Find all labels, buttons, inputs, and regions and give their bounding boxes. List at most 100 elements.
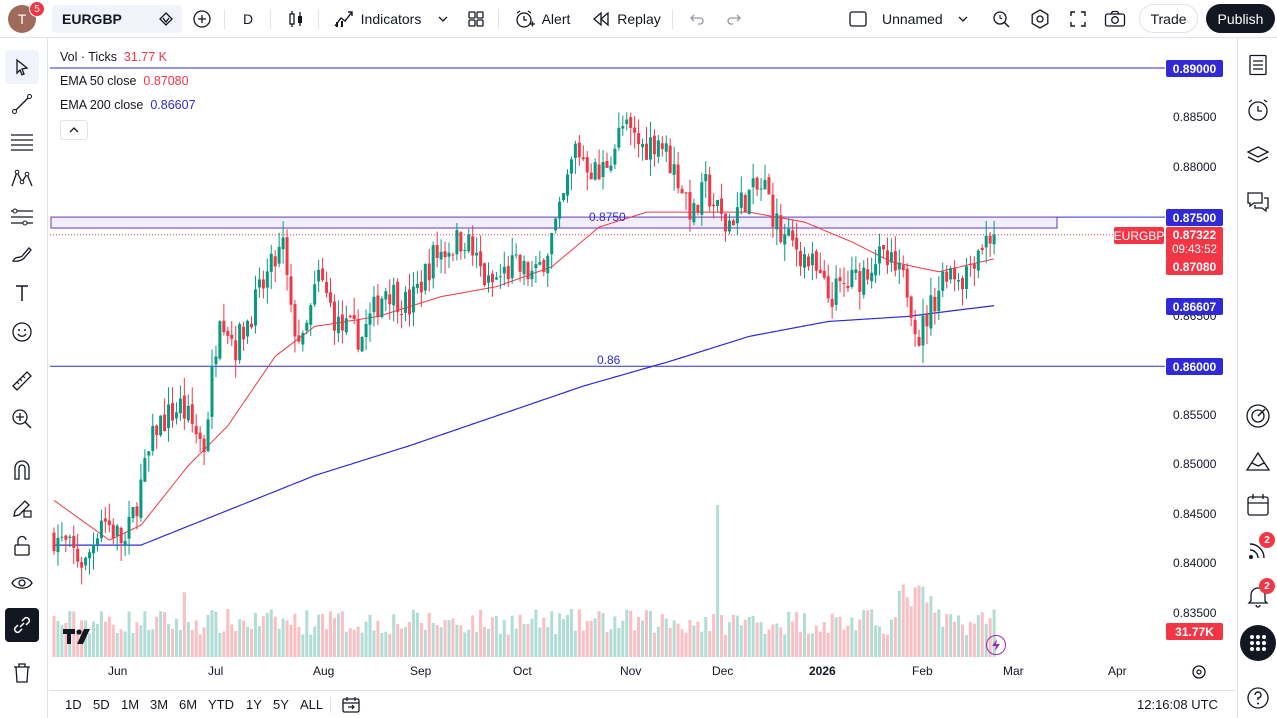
sync-drawings-tool[interactable] (5, 608, 39, 642)
volume-bar (937, 609, 941, 657)
volume-bar (724, 634, 727, 657)
technicals-button[interactable] (1241, 399, 1275, 433)
layout-button[interactable]: Unnamed (848, 5, 976, 33)
volume-legend[interactable]: Vol · Ticks 31.77 K (60, 50, 167, 64)
watchlist-button[interactable] (1241, 48, 1275, 82)
indicators-button[interactable]: Indicators (330, 5, 424, 33)
candle-body (688, 191, 692, 220)
chats-button[interactable] (1241, 185, 1275, 219)
candle-body (755, 177, 759, 190)
volume-bar (230, 624, 234, 657)
brush-tool[interactable] (5, 238, 39, 272)
volume-bar (866, 610, 870, 657)
candle-body (664, 143, 668, 152)
indicators-dropdown[interactable] (432, 5, 454, 33)
stay-drawing-tool[interactable] (5, 491, 39, 525)
lock-drawings-tool[interactable] (5, 529, 39, 563)
publish-label: Publish (1217, 10, 1264, 27)
range-5d[interactable]: 5D (93, 697, 110, 712)
candle-body (171, 403, 174, 421)
notifications-button[interactable]: 2 (1241, 578, 1275, 613)
volume-bar (459, 625, 463, 657)
ema50-legend[interactable]: EMA 50 close 0.87080 (60, 74, 189, 88)
candle-body (799, 250, 803, 267)
volume-bar (119, 629, 123, 657)
interval-button[interactable]: D (234, 5, 262, 33)
candle-body (526, 262, 530, 280)
volume-bar (534, 609, 538, 657)
ema200-legend[interactable]: EMA 200 close 0.86607 (60, 98, 196, 112)
text-tool[interactable] (5, 276, 39, 310)
products-button[interactable] (1240, 625, 1276, 661)
volume-bar (384, 631, 388, 657)
collapse-legend-button[interactable] (60, 120, 88, 140)
compare-button[interactable] (188, 5, 216, 33)
ideas-button[interactable] (1241, 444, 1275, 478)
candle-body (139, 479, 143, 518)
volume-bar (704, 617, 708, 657)
price-chart[interactable] (0, 0, 1277, 690)
redo-icon (725, 10, 743, 28)
volume-bar (447, 620, 451, 657)
alerts-panel-button[interactable] (1241, 93, 1275, 127)
ema200-legend-label: EMA 200 close (60, 98, 144, 112)
volume-bar (957, 615, 961, 657)
alert-button[interactable]: Alert (508, 5, 576, 33)
trade-button[interactable]: Trade (1139, 4, 1198, 33)
symbol-search[interactable]: EURGBP (52, 5, 182, 33)
candle-body (238, 324, 242, 361)
candle-body (218, 321, 222, 359)
notifications-badge: 2 (1259, 578, 1275, 594)
trend-line-tool[interactable] (5, 87, 39, 121)
range-all[interactable]: ALL (300, 697, 324, 712)
redo-button[interactable] (720, 5, 748, 33)
price-label-support-text: 0.86000 (1172, 359, 1217, 374)
quick-search-button[interactable] (987, 5, 1015, 33)
object-tree-button[interactable] (1241, 139, 1275, 173)
hide-drawings-tool[interactable] (5, 566, 39, 600)
templates-button[interactable] (462, 5, 490, 33)
range-1m[interactable]: 1M (121, 697, 140, 712)
fullscreen-button[interactable] (1064, 5, 1092, 33)
volume-bar (775, 623, 779, 657)
candle-body (305, 322, 309, 331)
measure-tool[interactable] (5, 364, 39, 398)
zoom-tool[interactable] (5, 402, 39, 436)
undo-button[interactable] (683, 5, 711, 33)
range-1d[interactable]: 1D (65, 697, 82, 712)
volume-bar (708, 631, 712, 657)
symbol-type-icon[interactable] (158, 11, 174, 27)
tradingview-logo[interactable] (62, 627, 96, 645)
range-3m[interactable]: 3M (150, 697, 169, 712)
time-tick: Nov (620, 664, 642, 678)
volume-bar (309, 634, 313, 657)
chart-type-button[interactable] (282, 5, 310, 33)
candle-body (941, 271, 945, 291)
time-axis-settings-button[interactable] (1191, 664, 1207, 680)
cursor-tool[interactable] (5, 50, 39, 84)
range-5y[interactable]: 5Y (273, 697, 289, 712)
magnet-tool[interactable] (5, 453, 39, 487)
emoji-tool[interactable] (5, 315, 39, 349)
pattern-tool[interactable] (5, 162, 39, 196)
calendar-button[interactable] (1241, 488, 1275, 522)
volume-bar (925, 602, 929, 657)
candle-body (372, 296, 376, 313)
forecast-tool[interactable] (5, 200, 39, 234)
fib-tool[interactable] (5, 125, 39, 159)
replay-button[interactable]: Replay (588, 5, 664, 33)
range-6m[interactable]: 6M (179, 697, 198, 712)
range-1y[interactable]: 1Y (246, 697, 262, 712)
settings-button[interactable] (1026, 5, 1054, 33)
snapshot-button[interactable] (1101, 5, 1129, 33)
candle-body (787, 228, 791, 236)
help-button[interactable] (1241, 681, 1275, 715)
utc-clock[interactable]: 12:16:08 UTC (1137, 697, 1218, 712)
go-to-date-button[interactable] (341, 695, 361, 715)
signals-button[interactable]: 2 (1241, 532, 1275, 567)
go-to-realtime-button[interactable] (986, 635, 1006, 655)
publish-button[interactable]: Publish (1206, 4, 1275, 33)
volume-bar (593, 618, 597, 657)
range-ytd[interactable]: YTD (208, 697, 234, 712)
remove-drawings-tool[interactable] (5, 656, 39, 690)
